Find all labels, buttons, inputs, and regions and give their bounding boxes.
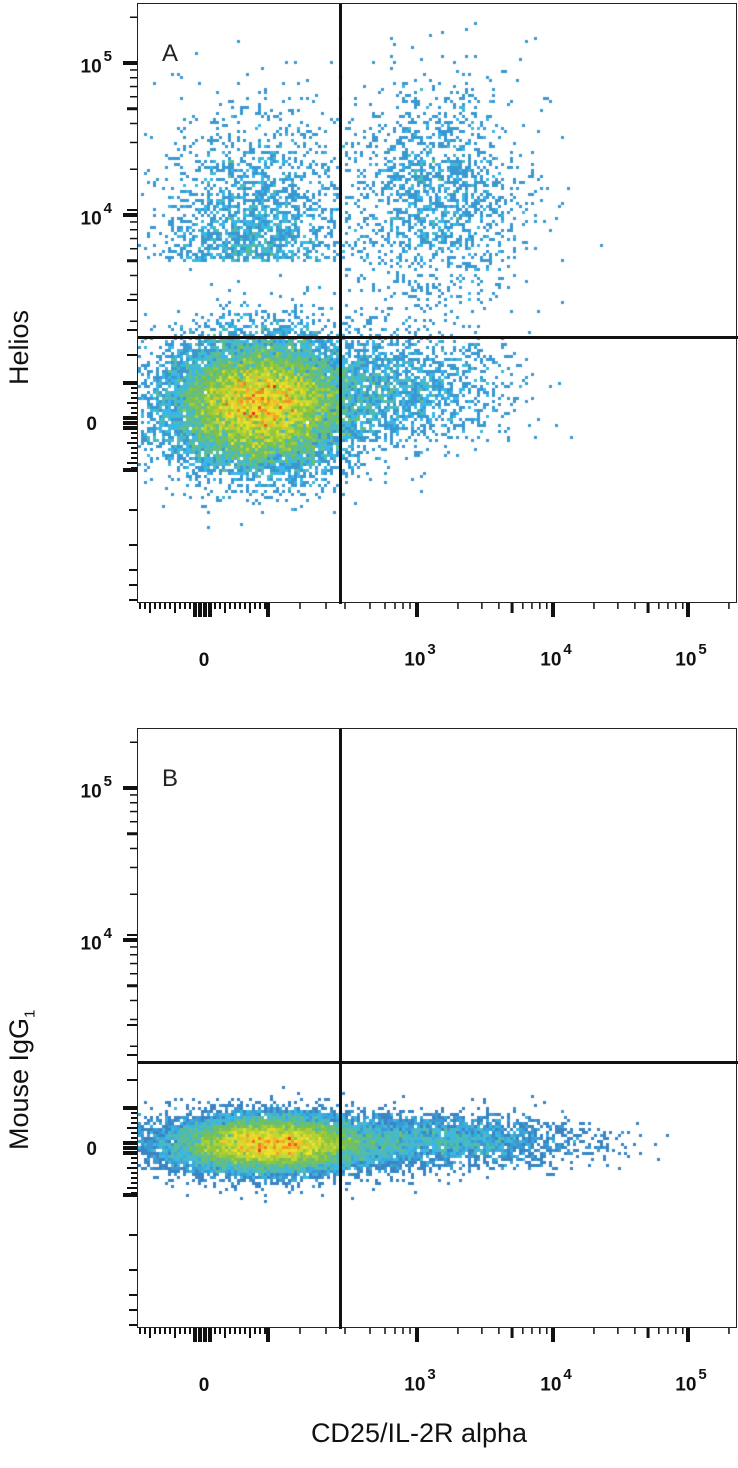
y-tick-label-1e5-b: 10 5 — [80, 773, 112, 803]
x-tick-label-0-b: 0 — [198, 1375, 210, 1396]
plot-area-b: B — [137, 728, 738, 1329]
x-axis-title: CD25/IL-2R alpha — [310, 1418, 528, 1448]
quadrant-gate-vertical-a[interactable] — [339, 4, 342, 604]
y-tick-label-0-a: 0 — [86, 414, 97, 435]
x-tick-label-1e4-b: 10 4 — [540, 1366, 572, 1396]
quadrant-gate-horizontal-a[interactable] — [138, 336, 738, 339]
y-tick-label-0-b: 0 — [86, 1139, 97, 1160]
y-tick-label-1e4-b: 10 4 — [80, 925, 112, 955]
panel-letter-b: B — [162, 765, 179, 792]
y-tick-label-1e5-a: 10 5 — [80, 48, 112, 78]
y-axis-title-a: Helios — [4, 309, 34, 385]
quadrant-gate-horizontal-b[interactable] — [138, 1061, 738, 1064]
x-tick-label-1e5-a: 10 5 — [675, 641, 707, 671]
panel-a: A 10 5 10 4 0 0 10 3 10 4 10 5 Helios — [0, 0, 738, 700]
density-plot-a — [138, 4, 738, 604]
panel-b: B 10 5 10 4 0 0 10 3 10 4 10 5 Mouse IgG1 — [0, 725, 738, 1425]
x-tick-label-1e3-a: 10 3 — [404, 641, 436, 671]
plot-area-a: A — [137, 3, 738, 604]
y-axis-b — [123, 741, 137, 1326]
y-axis-title-b: Mouse IgG1 — [4, 1009, 39, 1150]
panel-letter-a: A — [162, 40, 179, 67]
density-plot-b — [138, 729, 738, 1329]
x-tick-label-1e5-b: 10 5 — [675, 1366, 707, 1396]
y-axis-a — [123, 16, 137, 601]
x-tick-label-0-a: 0 — [198, 650, 210, 671]
x-tick-label-1e3-b: 10 3 — [404, 1366, 436, 1396]
x-tick-label-1e4-a: 10 4 — [540, 641, 572, 671]
y-tick-label-1e4-a: 10 4 — [80, 200, 112, 230]
x-axis-a — [139, 603, 730, 617]
x-axis-b — [139, 1328, 730, 1342]
quadrant-gate-vertical-b[interactable] — [339, 729, 342, 1329]
